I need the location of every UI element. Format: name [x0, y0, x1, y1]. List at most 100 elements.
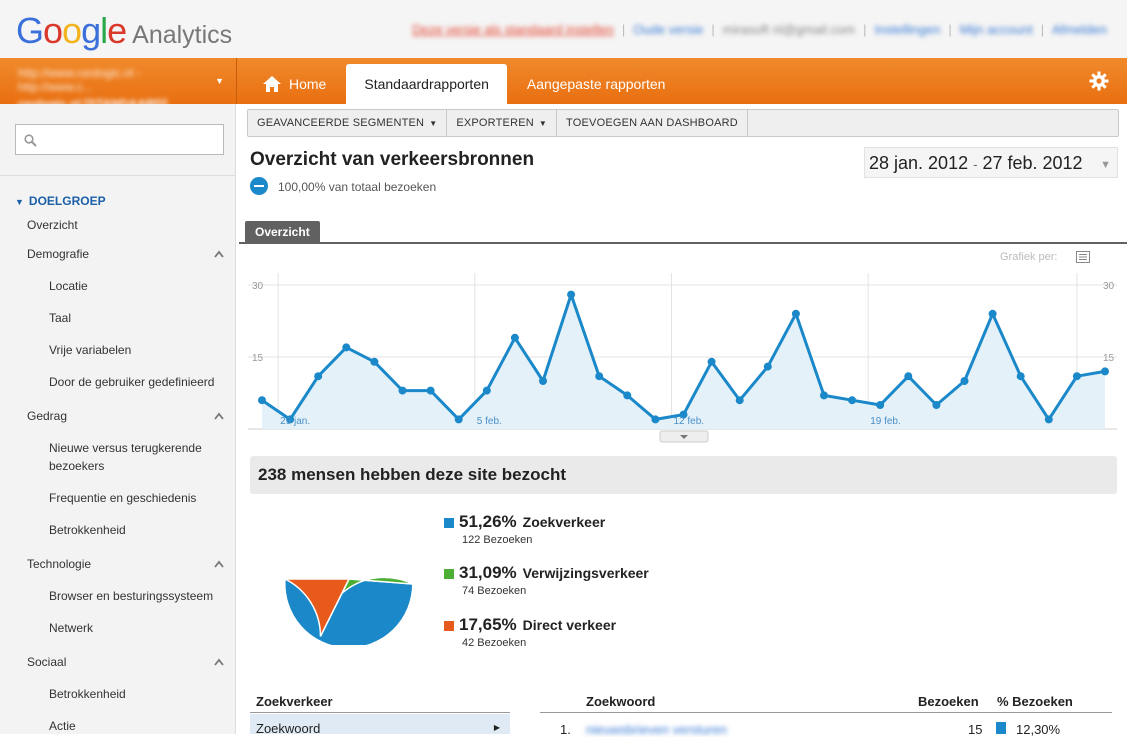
divider — [540, 712, 1112, 713]
sidebar-item-location[interactable]: Locatie — [49, 279, 88, 293]
add-to-dashboard-button[interactable]: TOEVOEGEN AAN DASHBOARD — [557, 110, 748, 136]
data-point — [342, 343, 351, 352]
table-row: 1. nieuwsbrieven versturen 15 12,30% — [560, 722, 1061, 737]
search-traffic-header: Zoekverkeer — [256, 694, 333, 709]
data-point — [426, 386, 435, 395]
column-header-keyword[interactable]: Zoekwoord — [586, 694, 656, 709]
chevron-down-icon: ▼ — [1100, 159, 1111, 171]
data-point — [1016, 372, 1025, 381]
top-header: Google Analytics Deze versie als standaar… — [0, 0, 1127, 58]
tab-underline — [239, 242, 1127, 244]
chevron-down-icon: ▼ — [429, 118, 438, 128]
sidebar-item-overview[interactable]: Overzicht — [27, 218, 78, 232]
data-point — [960, 377, 969, 385]
sidebar-item-technology[interactable]: Technologie — [27, 557, 92, 571]
account-url: http://www.ceologic.nl - http://www.c... — [18, 66, 141, 94]
home-icon — [263, 76, 281, 92]
tab-custom-reports[interactable]: Aangepaste rapporten — [526, 76, 666, 92]
advanced-segments-button[interactable]: GEAVANCEERDE SEGMENTEN ▼ — [248, 110, 448, 136]
search-input[interactable] — [42, 130, 217, 150]
list-item-keyword[interactable]: Zoekwoord ▶ — [250, 714, 510, 736]
account-selector[interactable]: http://www.ceologic.nl - http://www.c...… — [0, 58, 237, 111]
legend-swatch — [444, 621, 454, 631]
settings-link[interactable]: Instellingen — [874, 22, 941, 37]
sidebar-search — [15, 124, 224, 155]
sidebar-item-social-engagement[interactable]: Betrokkenheid — [49, 687, 126, 701]
data-point — [679, 410, 688, 419]
search-icon — [24, 134, 37, 147]
segment-text: 100,00% van totaal bezoeken — [278, 180, 437, 194]
data-point — [510, 333, 519, 342]
x-tick-label: 29 jan. — [280, 416, 310, 427]
data-point — [932, 401, 941, 409]
sidebar-item-social[interactable]: Sociaal — [27, 655, 67, 669]
sidebar-item-new-vs-returning[interactable]: Nieuwe versus terugkerende bezoekers — [49, 441, 202, 473]
chevron-up-icon[interactable] — [214, 560, 224, 568]
segment-icon[interactable] — [250, 177, 268, 195]
traffic-pie-chart — [284, 576, 414, 645]
sidebar-item-user-defined[interactable]: Door de gebruiker gedefinieerd — [49, 375, 215, 389]
data-point — [567, 290, 576, 299]
main-nav-bar: http://www.ceologic.nl - http://www.c...… — [0, 58, 1127, 111]
divider — [250, 712, 510, 713]
x-tick-label: 19 feb. — [870, 416, 901, 427]
column-header-visits[interactable]: Bezoeken — [918, 694, 979, 709]
sidebar-item-custom-variables[interactable]: Vrije variabelen — [49, 343, 132, 357]
sidebar-item-frequency-recency[interactable]: Frequentie en geschiedenis — [49, 491, 197, 505]
data-point — [482, 386, 491, 395]
legend-swatch — [444, 518, 454, 528]
series-area — [262, 294, 1105, 429]
visits-line-chart: 30 30 15 15 29 jan. 5 feb. 12 feb. 19 feb. — [240, 268, 1127, 443]
tab-standard-reports[interactable]: Standaardrapporten — [346, 64, 507, 104]
sidebar-item-behavior[interactable]: Gedrag — [27, 409, 68, 423]
x-tick-label: 12 feb. — [674, 416, 705, 427]
my-account-link[interactable]: Mijn account — [959, 22, 1033, 37]
google-analytics-logo[interactable]: Google Analytics — [16, 10, 233, 51]
set-default-link[interactable]: Deze versie als standaard instellen — [412, 22, 614, 37]
date-end: 27 feb. 2012 — [982, 153, 1083, 173]
sidebar-item-browser-os[interactable]: Browser en besturingssysteem — [49, 589, 214, 603]
date-range-picker[interactable]: 28 jan. 2012 - 27 feb. 2012 ▼ — [864, 147, 1118, 178]
visitor-summary: 238 mensen hebben deze site bezocht — [250, 456, 1117, 494]
pie-slice-direct[interactable] — [284, 578, 351, 637]
chevron-down-icon — [680, 435, 688, 439]
keyword-link[interactable]: nieuwsbrieven versturen — [586, 722, 727, 737]
data-point — [763, 362, 772, 371]
data-point — [1072, 372, 1081, 381]
list-icon[interactable] — [1076, 251, 1090, 263]
data-point — [258, 396, 266, 405]
chart-by-label: Grafiek per: — [1000, 251, 1058, 263]
triangle-down-icon: ▼ — [15, 197, 24, 207]
sidebar-section-audience[interactable]: ▼ DOELGROEP — [15, 194, 106, 208]
chevron-up-icon[interactable] — [214, 250, 224, 258]
top-links: Deze versie als standaard instellen | Ou… — [412, 22, 1107, 37]
chevron-down-icon: ▼ — [538, 118, 548, 128]
data-point — [1044, 415, 1053, 424]
column-header-percent-visits[interactable]: % Bezoeken — [997, 694, 1073, 709]
data-point — [791, 309, 800, 318]
percent-bar — [996, 722, 1006, 734]
sidebar-item-demographics[interactable]: Demografie — [27, 247, 90, 261]
data-point — [1101, 367, 1109, 376]
old-version-link[interactable]: Oude versie — [633, 22, 704, 37]
tab-overview[interactable]: Overzicht — [245, 221, 320, 243]
chevron-up-icon[interactable] — [214, 412, 224, 420]
data-point — [539, 377, 547, 385]
chevron-right-icon: ▶ — [493, 723, 500, 732]
data-point — [848, 396, 857, 405]
data-point — [286, 415, 295, 424]
data-point — [398, 386, 407, 395]
data-point — [988, 309, 997, 318]
sign-out-link[interactable]: Afmelden — [1052, 22, 1107, 37]
data-point — [904, 372, 913, 381]
gear-icon[interactable] — [1089, 71, 1109, 91]
data-point — [651, 415, 660, 424]
export-button[interactable]: EXPORTEREN ▼ — [447, 110, 558, 136]
tab-home[interactable]: Home — [245, 64, 344, 104]
data-point — [623, 391, 632, 400]
chevron-up-icon[interactable] — [214, 658, 224, 666]
sidebar-item-language[interactable]: Taal — [49, 311, 72, 325]
sidebar-item-action[interactable]: Actie — [49, 719, 76, 733]
sidebar-item-engagement[interactable]: Betrokkenheid — [49, 523, 126, 537]
sidebar-item-network[interactable]: Netwerk — [49, 621, 94, 635]
